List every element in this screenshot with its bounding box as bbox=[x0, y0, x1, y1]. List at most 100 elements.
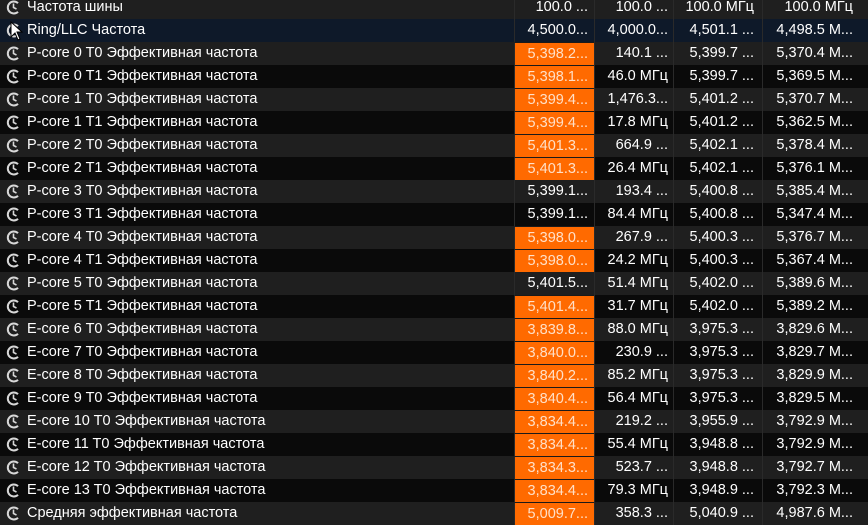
current-value-cell: 100.0 ... bbox=[514, 0, 594, 19]
clock-gauge-icon bbox=[5, 252, 22, 269]
sensor-row[interactable]: Частота шины 100.0 ... 100.0 ... 100.0 МГц 1… bbox=[0, 0, 868, 19]
clock-gauge-icon bbox=[5, 436, 22, 453]
sensor-row[interactable]: P-core 3 T0 Эффективная частота 5,399.1..… bbox=[0, 180, 868, 203]
clock-gauge-icon bbox=[5, 482, 22, 499]
current-value-cell: 4,500.0... bbox=[514, 19, 594, 42]
min-value-cell: 84.4 МГц bbox=[594, 203, 673, 226]
sensor-label: E-core 11 T0 Эффективная частота bbox=[27, 436, 265, 452]
sensor-row[interactable]: E-core 6 T0 Эффективная частота 3,839.8..… bbox=[0, 318, 868, 341]
sensor-name-cell: P-core 0 T0 Эффективная частота bbox=[0, 42, 514, 65]
sensor-row[interactable]: E-core 11 T0 Эффективная частота 3,834.4.… bbox=[0, 433, 868, 456]
sensor-row[interactable]: Ring/LLC Частота 4,500.0... 4,000.0... 4,50… bbox=[0, 19, 868, 42]
min-value-cell: 219.2 ... bbox=[594, 410, 673, 433]
average-value-cell: 3,792.7 М... bbox=[762, 456, 868, 479]
sensor-row[interactable]: E-core 9 T0 Эффективная частота 3,840.4..… bbox=[0, 387, 868, 410]
sensor-label: Частота шины bbox=[27, 0, 123, 15]
sensor-row[interactable]: E-core 12 T0 Эффективная частота 3,834.3.… bbox=[0, 456, 868, 479]
sensor-name-cell: P-core 0 T1 Эффективная частота bbox=[0, 65, 514, 88]
sensor-name-cell: Частота шины bbox=[0, 0, 514, 19]
max-value-cell: 5,400.3 ... bbox=[673, 249, 762, 272]
clock-gauge-icon bbox=[5, 367, 22, 384]
min-value-cell: 46.0 МГц bbox=[594, 65, 673, 88]
sensor-name-cell: E-core 12 T0 Эффективная частота bbox=[0, 456, 514, 479]
current-value-cell: 5,398.2... bbox=[514, 42, 594, 65]
max-value-cell: 5,402.1 ... bbox=[673, 157, 762, 180]
sensor-row[interactable]: P-core 1 T0 Эффективная частота 5,399.4..… bbox=[0, 88, 868, 111]
current-value-cell: 3,840.4... bbox=[514, 387, 594, 410]
sensor-label: Ring/LLC Частота bbox=[27, 22, 146, 38]
average-value-cell: 3,829.9 М... bbox=[762, 364, 868, 387]
clock-gauge-icon bbox=[5, 505, 22, 522]
sensor-row[interactable]: E-core 7 T0 Эффективная частота 3,840.0..… bbox=[0, 341, 868, 364]
min-value-cell: 56.4 МГц bbox=[594, 387, 673, 410]
average-value-cell: 5,385.4 М... bbox=[762, 180, 868, 203]
sensor-row[interactable]: E-core 8 T0 Эффективная частота 3,840.2..… bbox=[0, 364, 868, 387]
sensor-row[interactable]: P-core 2 T1 Эффективная частота 5,401.3..… bbox=[0, 157, 868, 180]
max-value-cell: 3,955.9 ... bbox=[673, 410, 762, 433]
average-value-cell: 5,362.5 М... bbox=[762, 111, 868, 134]
min-value-cell: 31.7 МГц bbox=[594, 295, 673, 318]
sensor-label: E-core 12 T0 Эффективная частота bbox=[27, 459, 266, 475]
sensor-label: P-core 0 T1 Эффективная частота bbox=[27, 68, 258, 84]
max-value-cell: 5,402.0 ... bbox=[673, 272, 762, 295]
clock-gauge-icon bbox=[5, 137, 22, 154]
min-value-cell: 140.1 ... bbox=[594, 42, 673, 65]
sensor-label: Средняя эффективная частота bbox=[27, 505, 238, 521]
sensor-label: P-core 2 T0 Эффективная частота bbox=[27, 137, 258, 153]
clock-gauge-icon bbox=[5, 183, 22, 200]
clock-gauge-icon bbox=[5, 275, 22, 292]
sensor-name-cell: P-core 3 T0 Эффективная частота bbox=[0, 180, 514, 203]
max-value-cell: 5,040.9 ... bbox=[673, 502, 762, 525]
sensor-label: P-core 3 T0 Эффективная частота bbox=[27, 183, 258, 199]
current-value-cell: 5,401.3... bbox=[514, 157, 594, 180]
sensor-row[interactable]: E-core 13 T0 Эффективная частота 3,834.4.… bbox=[0, 479, 868, 502]
clock-gauge-icon bbox=[5, 160, 22, 177]
sensor-name-cell: P-core 4 T0 Эффективная частота bbox=[0, 226, 514, 249]
max-value-cell: 5,402.0 ... bbox=[673, 295, 762, 318]
min-value-cell: 17.8 МГц bbox=[594, 111, 673, 134]
max-value-cell: 3,975.3 ... bbox=[673, 387, 762, 410]
sensor-name-cell: Ring/LLC Частота bbox=[0, 19, 514, 42]
sensor-label: E-core 10 T0 Эффективная частота bbox=[27, 413, 266, 429]
sensor-name-cell: E-core 9 T0 Эффективная частота bbox=[0, 387, 514, 410]
sensor-row[interactable]: P-core 5 T0 Эффективная частота 5,401.5..… bbox=[0, 272, 868, 295]
average-value-cell: 3,792.3 М... bbox=[762, 479, 868, 502]
sensor-row[interactable]: Средняя эффективная частота 5,009.7... 358… bbox=[0, 502, 868, 525]
min-value-cell: 1,476.3... bbox=[594, 88, 673, 111]
clock-gauge-icon bbox=[5, 0, 22, 16]
average-value-cell: 5,378.4 М... bbox=[762, 134, 868, 157]
min-value-cell: 664.9 ... bbox=[594, 134, 673, 157]
sensor-row[interactable]: P-core 2 T0 Эффективная частота 5,401.3..… bbox=[0, 134, 868, 157]
average-value-cell: 3,792.9 М... bbox=[762, 410, 868, 433]
sensor-row[interactable]: P-core 3 T1 Эффективная частота 5,399.1..… bbox=[0, 203, 868, 226]
current-value-cell: 5,401.3... bbox=[514, 134, 594, 157]
sensor-row[interactable]: P-core 4 T0 Эффективная частота 5,398.0..… bbox=[0, 226, 868, 249]
sensor-name-cell: P-core 1 T0 Эффективная частота bbox=[0, 88, 514, 111]
max-value-cell: 3,975.3 ... bbox=[673, 364, 762, 387]
current-value-cell: 5,401.4... bbox=[514, 295, 594, 318]
sensor-row[interactable]: P-core 0 T1 Эффективная частота 5,398.1..… bbox=[0, 65, 868, 88]
current-value-cell: 3,834.4... bbox=[514, 433, 594, 456]
average-value-cell: 5,347.4 М... bbox=[762, 203, 868, 226]
sensor-label: E-core 8 T0 Эффективная частота bbox=[27, 367, 258, 383]
min-value-cell: 358.3 ... bbox=[594, 502, 673, 525]
max-value-cell: 3,975.3 ... bbox=[673, 341, 762, 364]
sensor-row[interactable]: E-core 10 T0 Эффективная частота 3,834.4.… bbox=[0, 410, 868, 433]
max-value-cell: 3,975.3 ... bbox=[673, 318, 762, 341]
current-value-cell: 5,009.7... bbox=[514, 502, 594, 525]
sensor-row[interactable]: P-core 4 T1 Эффективная частота 5,398.0..… bbox=[0, 249, 868, 272]
max-value-cell: 5,401.2 ... bbox=[673, 111, 762, 134]
average-value-cell: 5,370.7 М... bbox=[762, 88, 868, 111]
sensor-row[interactable]: P-core 1 T1 Эффективная частота 5,399.4..… bbox=[0, 111, 868, 134]
min-value-cell: 193.4 ... bbox=[594, 180, 673, 203]
sensor-label: P-core 3 T1 Эффективная частота bbox=[27, 206, 258, 222]
sensor-label: P-core 2 T1 Эффективная частота bbox=[27, 160, 258, 176]
sensor-name-cell: P-core 3 T1 Эффективная частота bbox=[0, 203, 514, 226]
sensor-row[interactable]: P-core 0 T0 Эффективная частота 5,398.2..… bbox=[0, 42, 868, 65]
current-value-cell: 5,399.4... bbox=[514, 111, 594, 134]
sensor-name-cell: P-core 4 T1 Эффективная частота bbox=[0, 249, 514, 272]
sensor-name-cell: E-core 10 T0 Эффективная частота bbox=[0, 410, 514, 433]
sensor-row[interactable]: P-core 5 T1 Эффективная частота 5,401.4..… bbox=[0, 295, 868, 318]
clock-gauge-icon bbox=[5, 45, 22, 62]
